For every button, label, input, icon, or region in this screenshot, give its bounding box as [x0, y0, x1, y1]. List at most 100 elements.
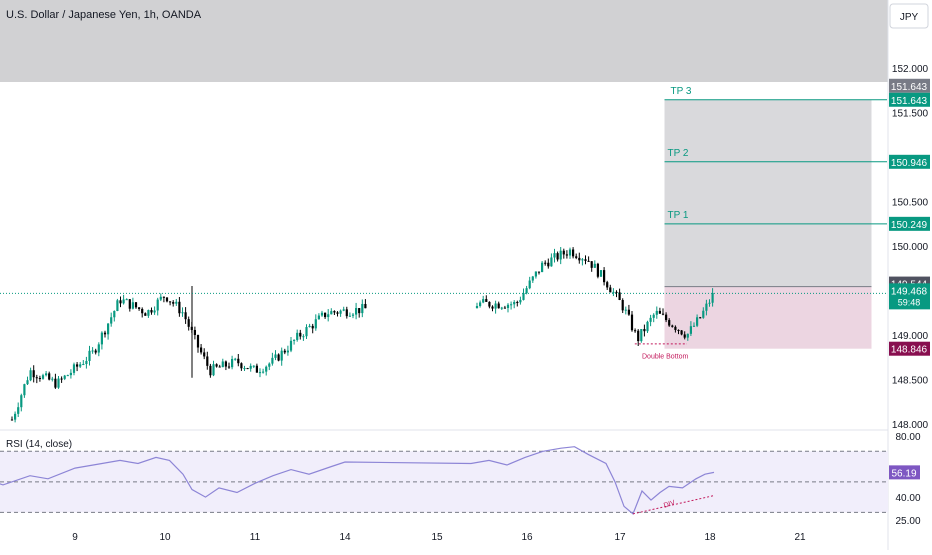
rsi-divergence-line [632, 495, 715, 515]
tp3-gray-badge-bg [889, 78, 930, 93]
candle-body-50 [165, 297, 169, 302]
candle-body-78 [252, 365, 255, 367]
x-tick-6: 17 [614, 532, 626, 543]
currency-button[interactable] [889, 3, 929, 29]
candle-body-154 [596, 263, 599, 277]
target-label-3: TP 1 [668, 210, 689, 221]
candle-body-173 [655, 310, 658, 315]
target-zone [664, 99, 872, 287]
candle-body-52 [172, 302, 175, 304]
candle-body-6 [29, 370, 32, 381]
candle-body-39 [131, 302, 134, 309]
candle-body-145 [568, 249, 572, 256]
candle-body-181 [680, 330, 683, 335]
candle-body-35 [119, 300, 122, 304]
y-tick-4: 149.000 [892, 331, 929, 342]
y-tick-2: 150.500 [892, 198, 929, 209]
candle-body-153 [593, 263, 596, 268]
candle-body-172 [652, 314, 655, 318]
candle-body-116 [479, 302, 482, 307]
candle-body-29 [100, 332, 103, 345]
candle-body-68 [221, 361, 224, 368]
candle-body-164 [627, 309, 630, 315]
candle-body-124 [503, 307, 506, 309]
candle-body-93 [299, 332, 302, 337]
candle-body-125 [506, 304, 510, 308]
target-badge-3-bg [889, 216, 930, 231]
candle-body-40 [134, 302, 138, 308]
candle-body-53 [175, 301, 178, 304]
candle-body-148 [578, 257, 581, 261]
candle-body-159 [612, 291, 615, 293]
candle-body-115 [475, 306, 479, 309]
candle-body-82 [265, 366, 268, 372]
candle-body-99 [317, 315, 320, 320]
candle-body-33 [113, 311, 116, 318]
x-tick-1: 10 [159, 532, 171, 543]
candle-body-22 [79, 364, 82, 367]
candle-body-84 [271, 357, 274, 364]
x-tick-3: 14 [339, 532, 351, 543]
candle-body-117 [482, 299, 485, 303]
candle-body-87 [280, 350, 283, 361]
tp3-gray-badge: 151.643 [891, 82, 928, 93]
candle-body-56 [184, 312, 187, 320]
candle-body-8 [35, 377, 38, 379]
candle-body-12 [48, 373, 51, 380]
candle-body-110 [351, 314, 355, 316]
candle-body-70 [227, 366, 231, 368]
x-tick-7: 18 [704, 532, 716, 543]
x-tick-8: 21 [794, 532, 806, 543]
candle-body-20 [72, 364, 76, 373]
candle-body-106 [339, 310, 342, 314]
target-label-1: TP 3 [671, 86, 692, 97]
candle-body-131 [525, 288, 528, 294]
candle-body-103 [330, 311, 333, 315]
candle-body-9 [38, 378, 41, 380]
candle-body-37 [125, 299, 128, 301]
target-badge-2-bg [889, 154, 930, 169]
candle-body-138 [547, 262, 550, 267]
candle-body-61 [200, 347, 203, 353]
candle-body-81 [262, 371, 265, 373]
candle-body-143 [562, 250, 565, 255]
candle-body-180 [677, 329, 680, 331]
candle-body-161 [618, 292, 621, 301]
candle-body-126 [510, 304, 513, 306]
candle-body-74 [240, 363, 243, 369]
target-badge-3: 150.249 [891, 220, 928, 231]
countdown-label: 59:48 [898, 297, 921, 307]
candle-body-62 [203, 352, 206, 357]
candle-body-175 [661, 313, 665, 315]
candle-body-88 [283, 350, 286, 353]
candle-body-112 [358, 308, 361, 314]
candle-body-128 [516, 302, 519, 304]
candle-body-120 [491, 306, 494, 309]
candle-body-16 [60, 378, 63, 380]
candle-body-191 [711, 292, 714, 303]
candle-body-90 [289, 340, 293, 351]
candle-body-174 [658, 310, 661, 314]
candle-body-142 [559, 250, 562, 260]
candle-body-79 [255, 365, 258, 373]
x-tick-4: 15 [431, 532, 443, 543]
candle-body-141 [556, 253, 559, 260]
candle-body-171 [649, 317, 652, 322]
candle-body-176 [665, 314, 668, 321]
candle-body-21 [76, 364, 79, 367]
candle-body-67 [218, 366, 221, 368]
candle-body-102 [327, 314, 330, 318]
candle-body-121 [494, 303, 497, 309]
candle-body-185 [692, 325, 696, 327]
candle-body-94 [302, 336, 305, 338]
candle-body-89 [286, 350, 289, 353]
x-tick-0: 9 [72, 532, 78, 543]
candle-body-140 [553, 253, 556, 258]
candle-body-144 [565, 254, 568, 256]
candle-body-177 [668, 320, 671, 326]
candle-body-157 [606, 282, 609, 288]
candle-body-71 [231, 358, 234, 368]
candle-body-169 [643, 329, 646, 332]
